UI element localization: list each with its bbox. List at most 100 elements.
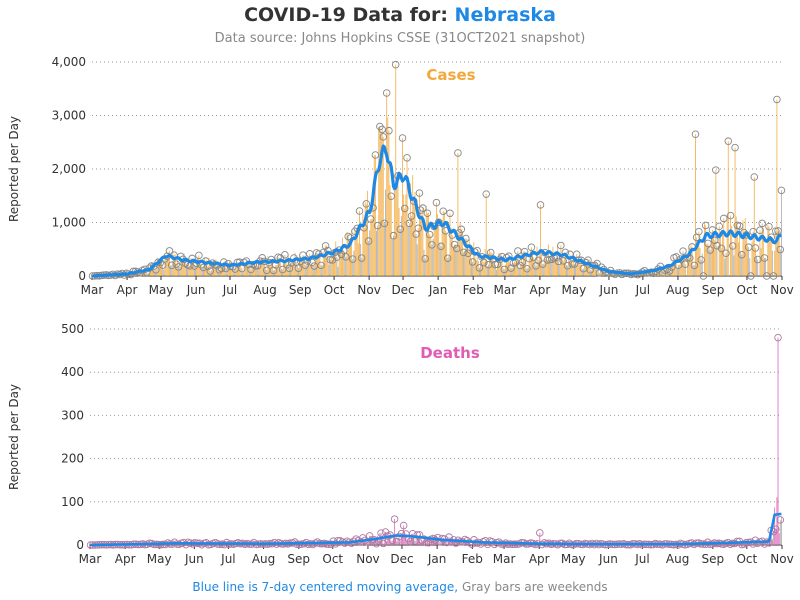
daily-marker — [731, 143, 739, 152]
daily-marker — [419, 204, 427, 212]
daily-bar — [422, 208, 424, 276]
daily-bar — [619, 272, 621, 276]
daily-bar — [209, 271, 211, 276]
daily-bar — [497, 264, 498, 276]
daily-bar — [734, 147, 736, 276]
daily-bar — [493, 261, 495, 276]
daily-marker — [215, 266, 224, 274]
daily-bar — [391, 239, 393, 276]
daily-bar — [223, 262, 225, 276]
daily-marker — [557, 241, 565, 250]
daily-marker — [681, 260, 690, 269]
daily-bar — [767, 225, 769, 276]
daily-bar — [449, 213, 451, 276]
daily-bar — [725, 253, 727, 276]
daily-bar — [662, 273, 664, 276]
daily-marker — [385, 126, 393, 135]
daily-bar — [225, 268, 227, 276]
daily-marker — [536, 201, 545, 209]
daily-marker — [371, 151, 380, 159]
daily-marker — [362, 200, 371, 208]
daily-bar — [705, 225, 707, 276]
daily-bar — [516, 259, 518, 276]
daily-bar — [438, 541, 440, 545]
daily-bar — [414, 540, 416, 545]
daily-bar — [542, 264, 544, 276]
daily-bar — [424, 258, 426, 276]
daily-bar — [736, 225, 738, 276]
daily-bar — [518, 268, 520, 276]
daily-marker — [399, 521, 408, 530]
daily-marker — [559, 257, 567, 265]
daily-bar — [475, 543, 477, 545]
y-tick-label: 0 — [78, 269, 86, 283]
daily-bar — [776, 99, 778, 276]
daily-marker — [701, 221, 710, 230]
daily-bar — [166, 256, 168, 276]
x-tick-label: Jul — [634, 552, 649, 566]
daily-marker — [738, 250, 746, 259]
daily-marker — [373, 221, 382, 230]
daily-bar — [499, 259, 501, 276]
daily-marker — [247, 265, 255, 274]
daily-bar — [398, 208, 400, 276]
x-tick-label: Feb — [463, 283, 484, 297]
daily-marker — [536, 529, 544, 537]
daily-bar — [389, 535, 391, 545]
daily-bar — [275, 264, 277, 276]
daily-marker — [715, 222, 723, 231]
daily-bar — [516, 544, 518, 545]
x-tick-label: Aug — [253, 283, 276, 297]
daily-bar — [554, 260, 556, 276]
daily-bar — [377, 225, 379, 276]
footnote: Blue line is 7-day centered moving avera… — [0, 580, 800, 594]
daily-bar — [307, 260, 308, 276]
daily-marker — [434, 218, 443, 226]
daily-bar — [351, 229, 353, 276]
daily-bar — [410, 541, 411, 545]
daily-bar — [387, 536, 389, 545]
daily-bar — [242, 271, 244, 276]
daily-bar — [765, 257, 767, 276]
daily-bar — [416, 534, 418, 545]
daily-bar — [330, 255, 332, 276]
daily-marker — [717, 244, 726, 253]
x-tick-label: Sep — [287, 552, 310, 566]
daily-bar — [544, 252, 546, 276]
daily-bar — [724, 258, 726, 276]
daily-bar — [412, 175, 414, 276]
daily-marker — [523, 264, 531, 273]
daily-bar — [191, 258, 193, 276]
daily-bar — [202, 267, 204, 276]
daily-marker — [468, 258, 477, 266]
daily-bar — [758, 542, 760, 545]
daily-bar — [562, 260, 564, 276]
daily-bar — [545, 259, 547, 276]
daily-bar — [323, 543, 325, 545]
daily-bar — [458, 232, 460, 276]
daily-bar — [365, 203, 367, 276]
daily-bar — [450, 542, 452, 545]
daily-bar — [696, 237, 698, 276]
x-tick-label: Oct — [736, 552, 757, 566]
daily-bar — [389, 185, 391, 276]
daily-bar — [312, 544, 314, 545]
daily-bar — [596, 263, 598, 276]
daily-bar — [774, 250, 776, 276]
daily-marker — [348, 255, 357, 263]
daily-bar — [408, 223, 410, 276]
chart-subtitle: Data source: Johns Hopkins CSSE (31OCT20… — [214, 31, 586, 46]
x-tick-label: Mar — [79, 552, 102, 566]
daily-bar — [587, 260, 589, 276]
x-tick-label: Aug — [666, 552, 689, 566]
daily-bar — [381, 129, 383, 276]
daily-bar — [227, 263, 229, 276]
daily-bar — [447, 258, 449, 276]
daily-marker — [665, 267, 674, 275]
daily-bar — [210, 270, 212, 276]
daily-bar — [330, 544, 332, 545]
daily-bar — [432, 239, 434, 276]
daily-bar — [273, 270, 274, 276]
daily-marker — [750, 173, 759, 181]
x-tick-label: Oct — [737, 283, 758, 297]
